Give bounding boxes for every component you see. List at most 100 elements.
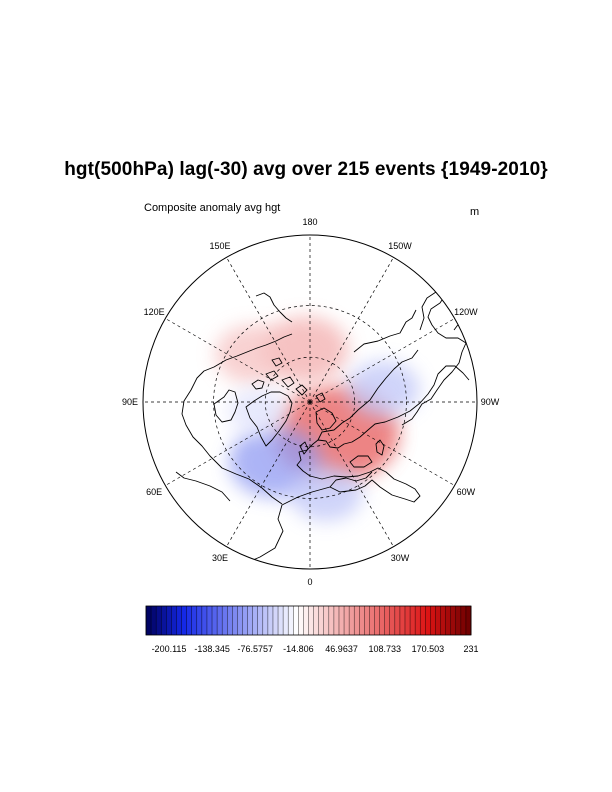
colorbar-tick-label: 231 (463, 644, 478, 654)
colorbar-swatch (410, 606, 416, 635)
colorbar-swatch (344, 606, 350, 635)
coast-north-america (181, 333, 293, 505)
colorbar-swatch (247, 606, 254, 635)
colorbar: -200.115 -138.345 -76.5757 -14.806 46.9637 10… (145, 605, 479, 654)
colorbar-swatch (354, 606, 360, 635)
latitude-circle (264, 356, 356, 448)
colorbar-swatch (267, 606, 274, 635)
colorbar-tick-label: 108.733 (368, 644, 401, 654)
colorbar-swatch (217, 606, 223, 635)
lon-label: 180 (302, 217, 317, 227)
coast-arctic-islands (251, 357, 308, 396)
lon-label: 60W (457, 487, 476, 497)
colorbar-swatch (283, 606, 289, 635)
colorbar-swatch (166, 606, 172, 635)
colorbar-swatch (359, 606, 365, 635)
coastlines (175, 291, 470, 569)
colorbar-swatch (379, 606, 386, 635)
colorbar-tick-label: -138.345 (194, 644, 230, 654)
colorbar-tick-label: 46.9637 (325, 644, 358, 654)
lon-label: 30E (212, 553, 228, 563)
colorbar-swatch (430, 606, 436, 635)
lon-label: 90W (481, 397, 500, 407)
colorbar-tick-label: -14.806 (283, 644, 314, 654)
colorbar-swatch (369, 606, 375, 635)
negative-anomaly-atlantic (289, 465, 363, 522)
colorbar-swatch (440, 606, 447, 635)
colorbar-swatch (212, 606, 218, 635)
colorbar-swatch (374, 606, 380, 635)
colorbar-swatch (445, 606, 452, 635)
colorbar-swatch (450, 606, 457, 635)
colorbar-swatch (171, 606, 177, 635)
lon-label: 60E (146, 487, 162, 497)
colorbar-swatch (420, 606, 426, 635)
colorbar-swatch (288, 606, 294, 635)
colorbar-swatch (237, 606, 243, 635)
longitude-labels: 180 150E 120E 90E 60E 30E 0 30W 60W 90W 120W 150W (122, 217, 500, 587)
colorbar-swatch (465, 606, 472, 635)
lon-label: 0 (307, 577, 312, 587)
colorbar-swatch (425, 606, 431, 635)
colorbar-tick-label: -76.5757 (238, 644, 274, 654)
left-string: Composite anomaly avg hgt (144, 202, 281, 214)
coast-alaska-chukotka (353, 309, 417, 353)
coast-svalbard (315, 392, 326, 403)
colorbar-swatch (333, 606, 340, 635)
colorbar-tick-label: 170.503 (412, 644, 445, 654)
colorbar-swatch (384, 606, 391, 635)
colorbar-swatch (181, 606, 188, 635)
colorbar-tick-label: -200.115 (152, 644, 187, 654)
coast-caspian (375, 439, 385, 456)
colorbar-swatch (262, 606, 269, 635)
latitude-circle (213, 305, 407, 499)
colorbar-swatch (257, 606, 264, 635)
colorbar-swatch (338, 606, 345, 635)
lon-label: 150E (209, 241, 230, 251)
coast-uk (299, 441, 309, 455)
negative-anomaly-north-america (346, 361, 420, 418)
colorbar-swatch (313, 606, 320, 635)
coast-black-sea (349, 455, 373, 468)
colorbar-swatch (323, 606, 330, 635)
colorbar-swatch (389, 606, 396, 635)
coast-asia-east (401, 293, 467, 426)
colorbar-swatch (146, 606, 152, 635)
anomaly-shading (215, 316, 420, 522)
colorbar-swatch (415, 606, 421, 635)
colorbar-swatch (191, 606, 198, 635)
units-label: m (470, 206, 480, 218)
map-gridlines (143, 235, 477, 569)
colorbar-swatch (364, 606, 370, 635)
colorbar-swatch (349, 606, 355, 635)
colorbar-swatch (242, 606, 248, 635)
colorbar-swatch (222, 606, 228, 635)
lon-label: 120W (454, 307, 478, 317)
colorbar-swatch (328, 606, 335, 635)
colorbar-swatch (455, 606, 462, 635)
colorbar-swatch (176, 606, 182, 635)
colorbar-swatch (227, 606, 233, 635)
colorbar-swatch (435, 606, 441, 635)
colorbar-swatch (318, 606, 325, 635)
coast-central-america (175, 471, 231, 502)
coast-greenland (245, 391, 293, 447)
colorbar-swatch (404, 606, 411, 635)
colorbar-swatch (394, 606, 401, 635)
negative-anomaly-siberia (228, 388, 289, 435)
colorbar-swatch (399, 606, 406, 635)
lon-label: 90E (122, 397, 138, 407)
coast-kamchatka (419, 291, 437, 331)
lon-label: 30W (391, 553, 410, 563)
lon-label: 120E (144, 307, 165, 317)
lon-label: 150W (388, 241, 412, 251)
coast-africa-europe (231, 365, 470, 569)
coast-mediterranean (329, 471, 373, 488)
colorbar-swatch (196, 606, 203, 635)
colorbar-swatch (303, 606, 309, 635)
colorbar-swatch (161, 606, 167, 635)
colorbar-swatch (278, 606, 284, 635)
positive-anomaly-east-asia (215, 324, 292, 384)
coast-alaska (255, 292, 293, 323)
coast-hudson-bay (213, 389, 239, 423)
